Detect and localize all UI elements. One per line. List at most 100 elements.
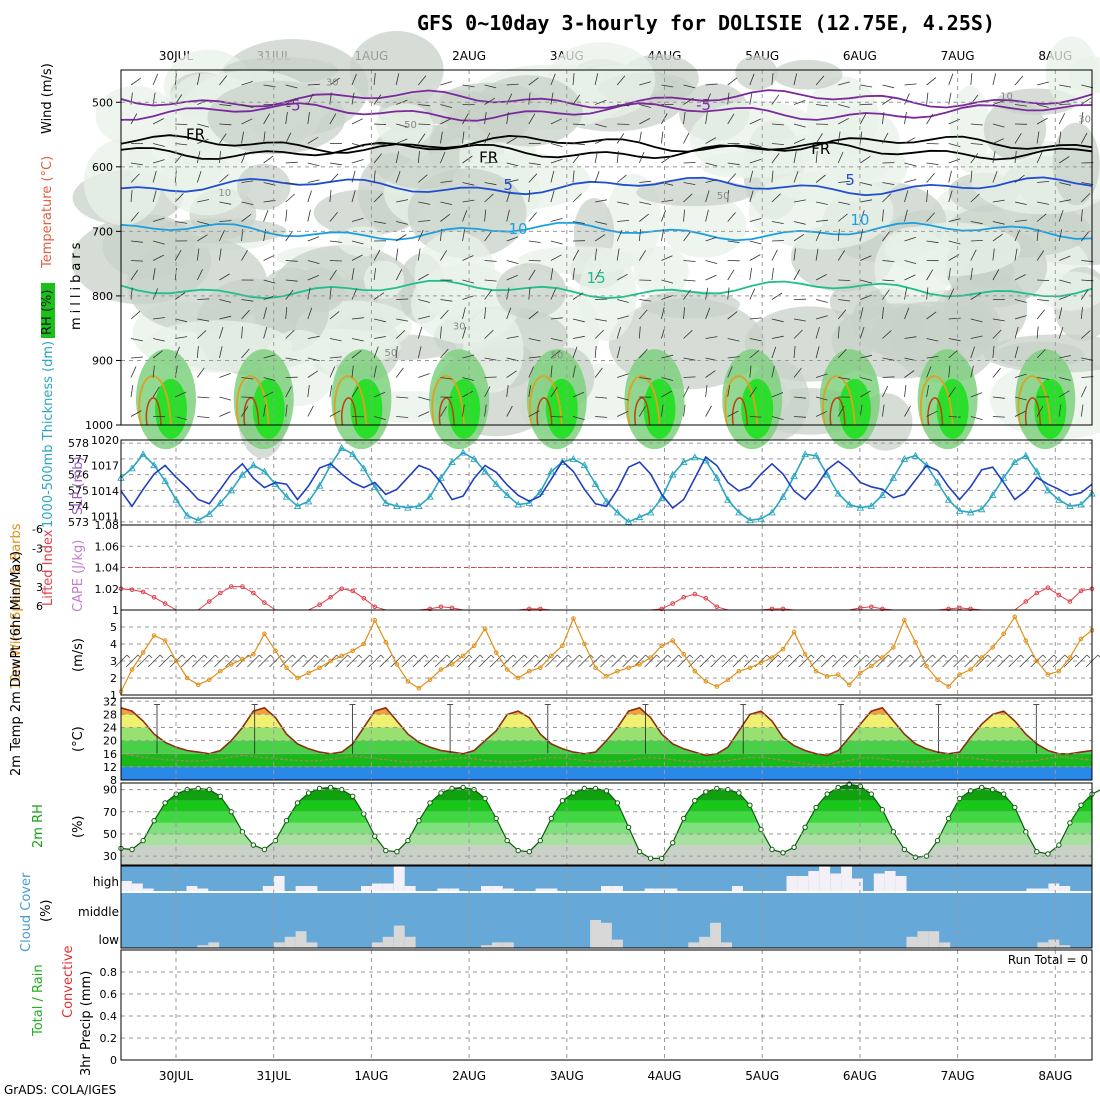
thickness-marker bbox=[437, 473, 445, 481]
wind-barb bbox=[1080, 289, 1089, 300]
wind-barb bbox=[572, 365, 576, 378]
thickness-slp-panel: 573 574 575 576 577 578 1011 1014 1017 1020 bbox=[68, 434, 1096, 529]
thickness-marker bbox=[933, 478, 942, 486]
wind-barb bbox=[771, 249, 778, 261]
wind-barb bbox=[373, 153, 382, 164]
rh-marker bbox=[603, 788, 610, 794]
thickness-marker bbox=[867, 502, 876, 510]
cape-marker bbox=[1067, 599, 1073, 604]
wind-barb bbox=[970, 240, 983, 242]
wind-barb bbox=[860, 255, 872, 261]
bl-contour-inner bbox=[341, 397, 358, 426]
wind-speed-marker bbox=[162, 638, 168, 643]
wind-barb bbox=[793, 123, 806, 128]
wind-barb bbox=[550, 143, 563, 147]
cape-marker bbox=[692, 591, 698, 597]
wind-barb bbox=[926, 92, 929, 105]
surface-wind-barb-flag bbox=[656, 654, 660, 659]
wind-barb bbox=[175, 221, 188, 224]
wind-barb bbox=[838, 117, 849, 125]
pressure-tick-label: 600 bbox=[92, 161, 113, 174]
wind-barb bbox=[484, 97, 496, 105]
wind-barb bbox=[374, 143, 387, 146]
thickness-marker bbox=[746, 516, 754, 524]
bl-contour bbox=[529, 375, 563, 426]
wind-barb bbox=[506, 370, 517, 378]
bl-contour-inner bbox=[927, 397, 944, 426]
wind-barb bbox=[241, 131, 244, 144]
surface-wind-barb bbox=[942, 654, 955, 668]
surface-wind-barb-flag bbox=[943, 654, 947, 659]
cloud-bar bbox=[601, 922, 612, 948]
surface-wind-barb bbox=[202, 654, 216, 668]
wind-barb bbox=[263, 390, 275, 398]
wind-speed-marker bbox=[262, 631, 267, 637]
surface-wind-barb bbox=[567, 654, 580, 668]
wind-speed-marker bbox=[659, 643, 665, 649]
cloud-bar bbox=[895, 876, 907, 891]
rh-marker bbox=[670, 840, 676, 846]
wind-barb bbox=[1059, 182, 1071, 186]
wind-barb bbox=[462, 182, 475, 186]
wind-barb bbox=[241, 309, 250, 320]
wind-barb bbox=[528, 212, 537, 222]
wind-barb bbox=[904, 112, 907, 125]
thickness-marker bbox=[801, 450, 809, 458]
rh-tick-label: 50 bbox=[103, 828, 117, 841]
surface-wind-barb-flag bbox=[700, 654, 705, 659]
wind-barb bbox=[462, 210, 468, 222]
wind-barb bbox=[837, 326, 840, 339]
isotherm-line bbox=[120, 141, 1093, 161]
surface-wind-barb bbox=[511, 654, 525, 668]
wind-barb bbox=[506, 307, 512, 320]
surface-wind-barb bbox=[180, 654, 194, 668]
wind-barb bbox=[683, 307, 685, 320]
wind-barb bbox=[948, 349, 959, 359]
wind-barb bbox=[860, 294, 872, 300]
wind-barb bbox=[351, 190, 356, 203]
wind-barb bbox=[616, 248, 620, 261]
surface-wind-barb-flag bbox=[501, 654, 506, 659]
wind-barb bbox=[307, 83, 320, 86]
wind-barb bbox=[749, 118, 761, 125]
wind-barb bbox=[926, 385, 930, 398]
surface-wind-barb bbox=[589, 654, 602, 668]
wind-barb bbox=[130, 162, 143, 166]
wind-barb bbox=[219, 396, 232, 401]
wind-barb bbox=[705, 137, 717, 144]
wind-barb bbox=[904, 190, 909, 203]
wind-speed-marker bbox=[538, 665, 543, 671]
wind-barb bbox=[373, 365, 377, 378]
wind-barb bbox=[550, 218, 563, 222]
surface-wind-barb bbox=[346, 654, 359, 668]
thickness-tick-label: 573 bbox=[68, 516, 89, 529]
thickness-marker bbox=[304, 497, 313, 505]
wind-barb bbox=[329, 311, 340, 320]
rh-marker bbox=[747, 802, 753, 808]
thickness-marker bbox=[845, 500, 854, 508]
wind-barb bbox=[1014, 346, 1019, 359]
wind-barb bbox=[440, 180, 453, 183]
thickness-marker bbox=[657, 494, 666, 502]
thickness-marker bbox=[834, 489, 842, 497]
wind-barb bbox=[639, 81, 651, 86]
wind-barb bbox=[418, 315, 430, 320]
cape-marker bbox=[670, 601, 676, 606]
rh-marker bbox=[769, 846, 775, 853]
wind-barb bbox=[130, 240, 143, 243]
wind-barb bbox=[130, 211, 139, 222]
wind-barb bbox=[639, 118, 651, 125]
wind-barb bbox=[351, 143, 364, 147]
wind-barb bbox=[351, 365, 354, 378]
wind-barb bbox=[705, 236, 718, 242]
cloud-bar bbox=[208, 942, 220, 948]
wind-speed-marker bbox=[317, 665, 322, 671]
bl-contour bbox=[236, 375, 270, 426]
wind-speed-marker bbox=[328, 658, 333, 664]
wind-barb bbox=[484, 84, 497, 89]
wind-barb bbox=[219, 220, 232, 222]
wind-barb bbox=[616, 151, 619, 164]
bl-contour-inner bbox=[145, 397, 162, 426]
wind-barb bbox=[418, 411, 430, 417]
wind-barb bbox=[992, 318, 1005, 322]
